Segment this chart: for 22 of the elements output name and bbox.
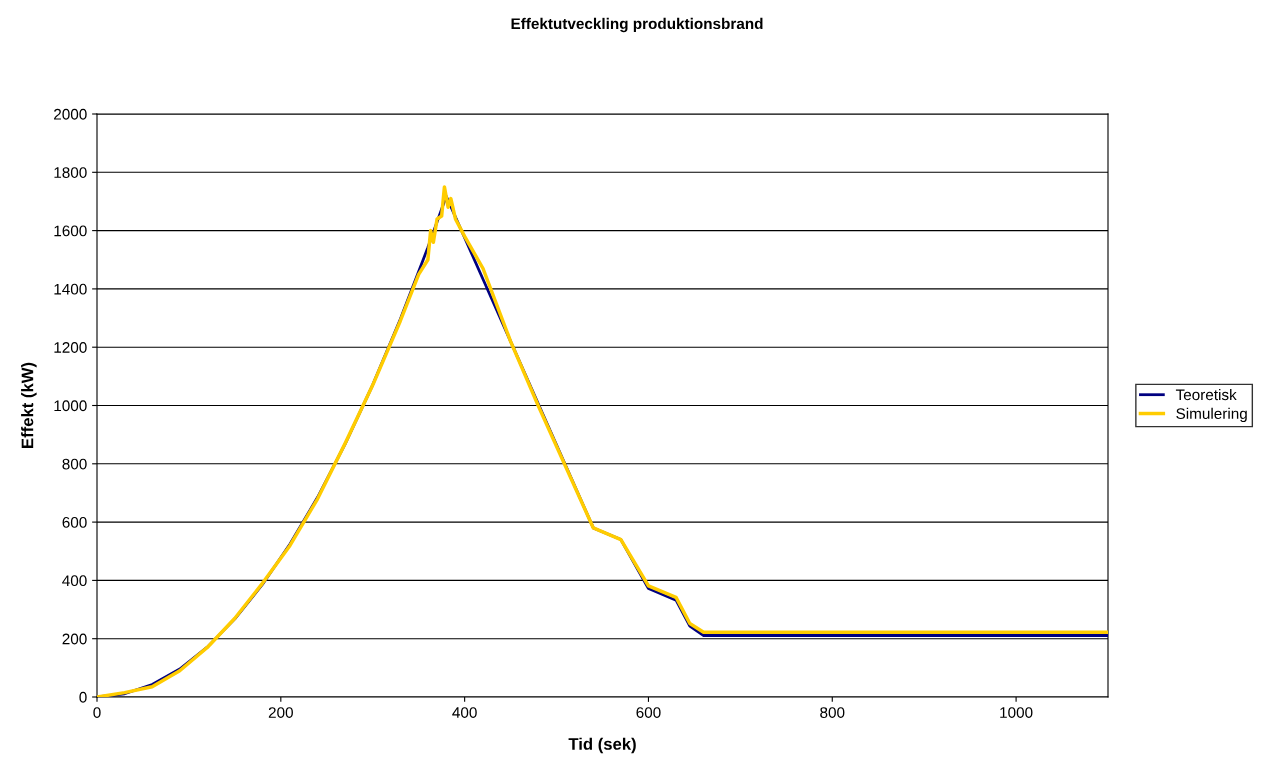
y-tick-label: 600 [62,516,87,528]
x-tick-label: 1000 [1000,707,1033,718]
x-axis-title: Tid (sek) [568,737,636,754]
y-tick-label: 2000 [54,108,87,120]
y-tick-label: 1600 [54,225,87,237]
y-tick-label: 1000 [54,400,87,412]
y-tick-label: 1200 [54,342,87,353]
y-tick-label: 0 [79,691,87,703]
x-tick-label: 0 [93,707,101,718]
chart-title: Effektutveckling produktionsbrand [511,17,763,33]
x-tick-label: 200 [268,707,293,718]
y-tick-label: 200 [62,633,87,645]
y-tick-label: 1800 [54,167,87,178]
x-tick-label: 400 [452,707,477,718]
y-tick-label: 800 [62,458,87,470]
y-tick-label: 1400 [54,283,87,295]
legend-label: Teoretisk [1175,388,1237,401]
x-tick-label: 800 [820,707,845,718]
y-tick-label: 400 [62,575,87,587]
x-tick-label: 600 [636,707,661,718]
y-axis-title: Effekt (kW) [21,362,37,448]
legend-label: Simulering [1176,407,1247,423]
